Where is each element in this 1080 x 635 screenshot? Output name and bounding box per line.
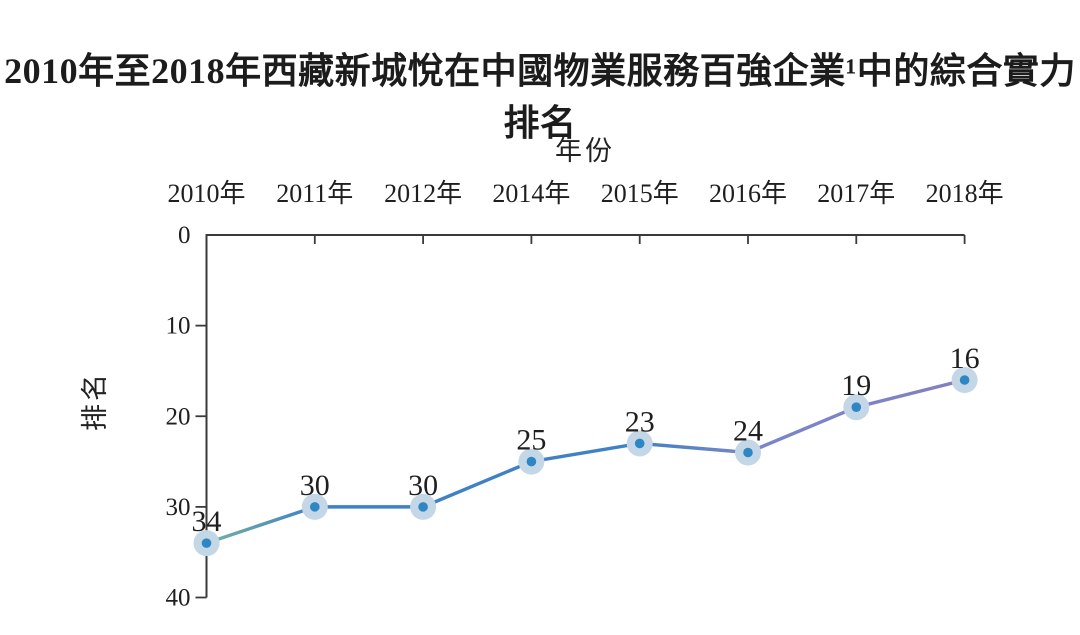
x-axis-tick-label: 2016年 xyxy=(709,179,787,208)
x-axis-tick-label: 2012年 xyxy=(384,179,462,208)
data-point-marker-dot xyxy=(201,538,212,548)
data-point-markers xyxy=(193,367,978,557)
data-point-label: 24 xyxy=(733,415,763,448)
data-point-label: 34 xyxy=(192,505,222,538)
axis-tick-labels: 0 10 20 30 40 2010年 2011年 2012年 2014年 2015年 2016年 2… xyxy=(166,179,1004,612)
data-point-label: 23 xyxy=(625,405,655,438)
y-axis-tick-label: 10 xyxy=(166,313,191,340)
data-point-marker-dot xyxy=(851,402,862,412)
y-axis-tick-label: 20 xyxy=(166,403,191,430)
axes xyxy=(195,234,966,599)
data-point-label: 16 xyxy=(950,342,980,375)
data-point-label: 19 xyxy=(841,369,871,402)
data-point-labels: 34 30 30 25 23 24 19 16 xyxy=(192,342,980,538)
axis-spines xyxy=(205,234,965,598)
x-axis-tick-label: 2017年 xyxy=(817,179,895,208)
data-point-label: 30 xyxy=(408,469,438,502)
x-axis-tick-label: 2011年 xyxy=(276,179,353,208)
x-axis-title: 年份 xyxy=(555,136,615,166)
x-axis-tick-label: 2010年 xyxy=(167,179,245,208)
chart-title: 2010年至2018年西藏新城悅在中國物業服務百強企業¹中的綜合實力排名 xyxy=(4,51,1076,143)
data-point-marker-dot xyxy=(310,502,320,512)
ranking-line xyxy=(204,378,967,545)
data-point-marker-dot xyxy=(959,375,970,385)
x-axis-tick-label: 2015年 xyxy=(601,179,679,208)
x-axis-tick-label: 2014年 xyxy=(492,179,570,208)
data-point-marker-dot xyxy=(526,456,537,467)
data-point-label: 25 xyxy=(516,424,546,457)
data-point-marker-dot xyxy=(743,447,753,458)
y-axis-tick-label: 30 xyxy=(166,494,191,521)
y-axis-tick-label: 40 xyxy=(166,585,191,612)
data-point-label: 30 xyxy=(300,469,330,502)
y-axis-tick-label: 0 xyxy=(178,222,191,249)
data-point-marker-dot xyxy=(634,438,645,449)
x-axis-tick-label: 2018年 xyxy=(926,179,1004,208)
data-point-marker-dot xyxy=(418,502,428,512)
